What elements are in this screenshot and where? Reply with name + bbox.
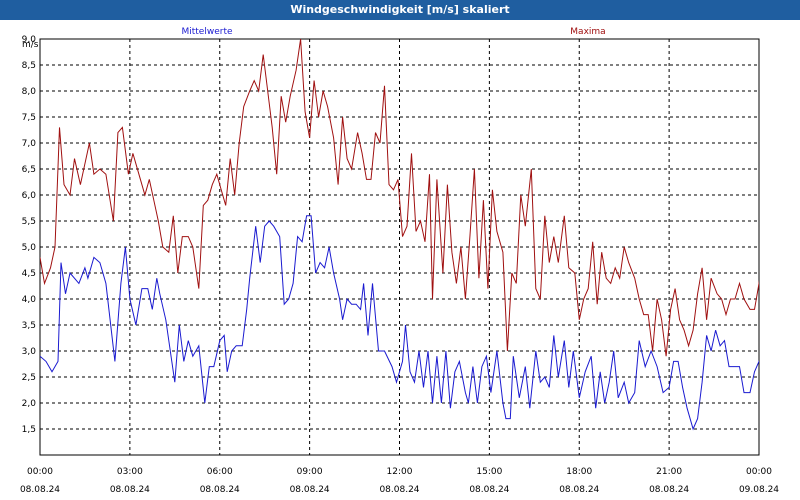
x-tick-time: 21:00 bbox=[656, 467, 682, 477]
x-tick-date: 08.08.24 bbox=[20, 485, 60, 495]
y-tick-label: 1,5 bbox=[22, 425, 36, 435]
y-tick-label: 2,5 bbox=[22, 373, 36, 383]
y-tick-label: 9,0 bbox=[22, 35, 37, 45]
x-tick-time: 12:00 bbox=[387, 467, 413, 477]
y-tick-label: 7,5 bbox=[22, 113, 36, 123]
series-line-maxima bbox=[40, 39, 759, 357]
x-tick-date: 09.08.24 bbox=[739, 485, 779, 495]
x-tick-time: 15:00 bbox=[476, 467, 502, 477]
y-tick-label: 8,5 bbox=[22, 61, 36, 71]
x-tick-time: 18:00 bbox=[566, 467, 592, 477]
x-tick-time: 09:00 bbox=[297, 467, 323, 477]
y-axis-label: m/s bbox=[22, 40, 39, 50]
window-title: Windgeschwindigkeit [m/s] skaliert bbox=[0, 0, 800, 20]
x-tick-date: 08.08.24 bbox=[379, 485, 419, 495]
series-line-mittelwerte bbox=[40, 215, 759, 431]
axes: 1,5 2,0 2,5 3,0 3,5 4,0 4,5 5,0 5,5 6,0 6,5 7,0 7,5 8… bbox=[20, 35, 779, 495]
y-tick-label: 6,5 bbox=[22, 165, 36, 175]
x-tick-date: 08.08.24 bbox=[559, 485, 599, 495]
y-tick-label: 5,0 bbox=[22, 243, 37, 253]
x-tick-time: 00:00 bbox=[746, 467, 772, 477]
x-tick-date: 08.08.24 bbox=[110, 485, 150, 495]
y-tick-label: 5,5 bbox=[22, 217, 36, 227]
x-tick-time: 00:00 bbox=[27, 467, 53, 477]
y-tick-label: 7,0 bbox=[22, 139, 37, 149]
x-tick-date: 08.08.24 bbox=[469, 485, 509, 495]
y-tick-label: 8,0 bbox=[22, 87, 37, 97]
legend-mittelwerte: Mittelwerte bbox=[181, 27, 232, 37]
wind-speed-chart: 1,5 2,0 2,5 3,0 3,5 4,0 4,5 5,0 5,5 6,0 6,5 7,0 7,5 8… bbox=[20, 27, 779, 495]
series bbox=[40, 39, 759, 431]
legend: Mittelwerte Maxima bbox=[181, 27, 605, 37]
plot-frame bbox=[39, 38, 760, 456]
y-tick-label: 4,5 bbox=[22, 269, 36, 279]
legend-maxima: Maxima bbox=[570, 27, 605, 37]
y-tick-label: 4,0 bbox=[22, 295, 37, 305]
x-tick-date: 08.08.24 bbox=[200, 485, 240, 495]
x-tick-time: 06:00 bbox=[207, 467, 233, 477]
grid bbox=[40, 38, 759, 455]
y-tick-label: 2,0 bbox=[22, 399, 37, 409]
x-tick-time: 03:00 bbox=[117, 467, 143, 477]
x-tick-date: 08.08.24 bbox=[649, 485, 689, 495]
y-tick-label: 6,0 bbox=[22, 191, 37, 201]
x-tick-date: 08.08.24 bbox=[290, 485, 330, 495]
y-tick-label: 3,0 bbox=[22, 347, 37, 357]
y-tick-label: 3,5 bbox=[22, 321, 36, 331]
